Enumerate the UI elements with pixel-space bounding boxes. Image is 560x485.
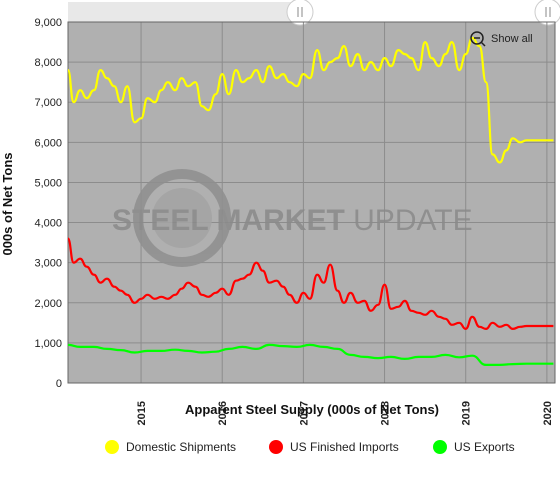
series-line-us-exports[interactable] — [67, 343, 554, 367]
y-tick-label: 4,000 — [34, 218, 62, 230]
legend-label: Domestic Shipments — [126, 440, 236, 454]
watermark-text: STEEL MARKET UPDATE — [112, 204, 473, 237]
watermark-logo-icon — [133, 169, 231, 267]
y-tick-label: 6,000 — [34, 137, 62, 149]
legend-label: US Finished Imports — [290, 440, 399, 454]
series-layer — [66, 36, 554, 367]
legend-marker — [433, 440, 447, 454]
legend-marker — [269, 440, 283, 454]
y-tick-label: 9,000 — [34, 17, 62, 29]
plot-area — [68, 22, 555, 383]
y-tick-label: 0 — [56, 378, 62, 390]
range-handle-right[interactable] — [534, 0, 560, 26]
zoom-out-icon — [470, 31, 486, 47]
x-axis-ticks: 2015 2016 2017 2018 2019 2020 — [136, 401, 554, 425]
legend-item-us-finished-imports[interactable]: US Finished Imports — [269, 440, 399, 454]
series-line-us-finished-imports[interactable] — [66, 237, 554, 330]
range-navigator[interactable] — [68, 0, 560, 26]
show-all-label: Show all — [491, 33, 533, 45]
x-tick-label: 2019 — [461, 401, 473, 425]
y-axis-label: 000s of Net Tons — [0, 152, 15, 255]
legend-label: US Exports — [454, 440, 515, 454]
y-tick-label: 1,000 — [34, 338, 62, 350]
x-tick-label: 2020 — [542, 401, 554, 425]
x-axis-label: Apparent Steel Supply (000s of Net Tons) — [185, 402, 439, 417]
legend-item-us-exports[interactable]: US Exports — [433, 440, 515, 454]
series-line-domestic-shipments[interactable] — [66, 36, 554, 164]
y-tick-label: 7,000 — [34, 97, 62, 109]
x-tick-label: 2017 — [298, 401, 310, 425]
x-tick-label: 2018 — [380, 401, 392, 425]
legend-marker — [105, 440, 119, 454]
y-tick-label: 8,000 — [34, 57, 62, 69]
legend: Domestic Shipments US Finished Imports US … — [105, 440, 515, 454]
plot-frame — [67, 21, 556, 384]
watermark: STEEL MARKET UPDATE — [112, 169, 473, 267]
x-tick-label: 2016 — [217, 401, 229, 425]
y-tick-label: 5,000 — [34, 177, 62, 189]
range-handle-left[interactable] — [286, 0, 314, 26]
watermark-word: STEEL MARKET — [112, 204, 353, 237]
y-tick-label: 3,000 — [34, 258, 62, 270]
y-axis-ticks: 0 1,000 2,000 3,000 4,000 5,000 6,000 7,000 8,00… — [34, 17, 62, 390]
y-tick-label: 2,000 — [34, 298, 62, 310]
x-tick-label: 2015 — [136, 401, 148, 425]
show-all-button[interactable]: Show all — [470, 31, 533, 47]
legend-item-domestic-shipments[interactable]: Domestic Shipments — [105, 440, 236, 454]
watermark-word: UPDATE — [353, 204, 472, 237]
